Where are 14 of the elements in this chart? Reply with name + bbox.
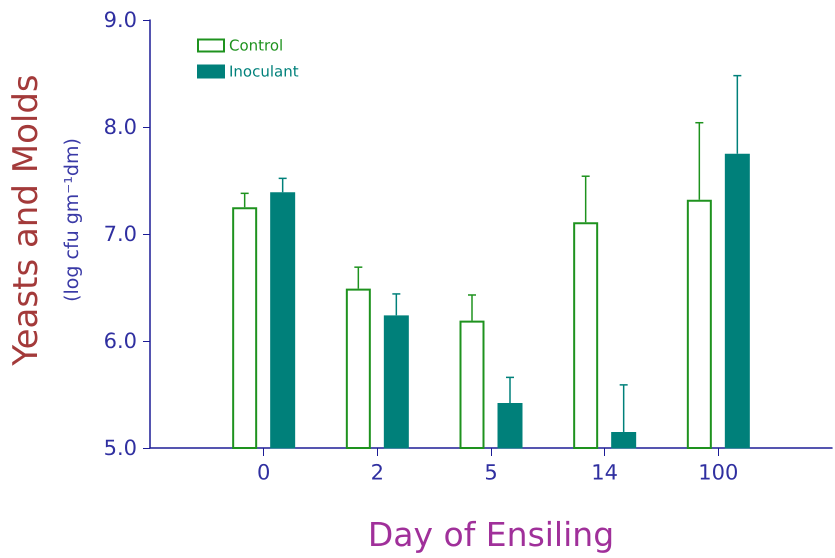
y-tick-label: 5.0 bbox=[104, 436, 137, 460]
y-tick-label: 6.0 bbox=[104, 329, 137, 353]
y-tick-label: 7.0 bbox=[104, 222, 137, 246]
x-tick-label: 5 bbox=[484, 460, 498, 484]
x-tick-label: 100 bbox=[698, 460, 738, 484]
x-tick-label: 0 bbox=[256, 460, 270, 484]
x-axis-title: Day of Ensiling bbox=[368, 515, 614, 554]
y-tick-label: 8.0 bbox=[104, 115, 137, 139]
y-tick-label: 9.0 bbox=[104, 8, 137, 32]
legend-label: Inoculant bbox=[229, 62, 299, 80]
x-tick-label: 14 bbox=[591, 460, 618, 484]
y-axis-title: Yeasts and Molds (log cfu gm⁻¹dm) bbox=[6, 74, 83, 367]
x-tick-label: 2 bbox=[370, 460, 384, 484]
legend-label: Control bbox=[229, 36, 284, 54]
